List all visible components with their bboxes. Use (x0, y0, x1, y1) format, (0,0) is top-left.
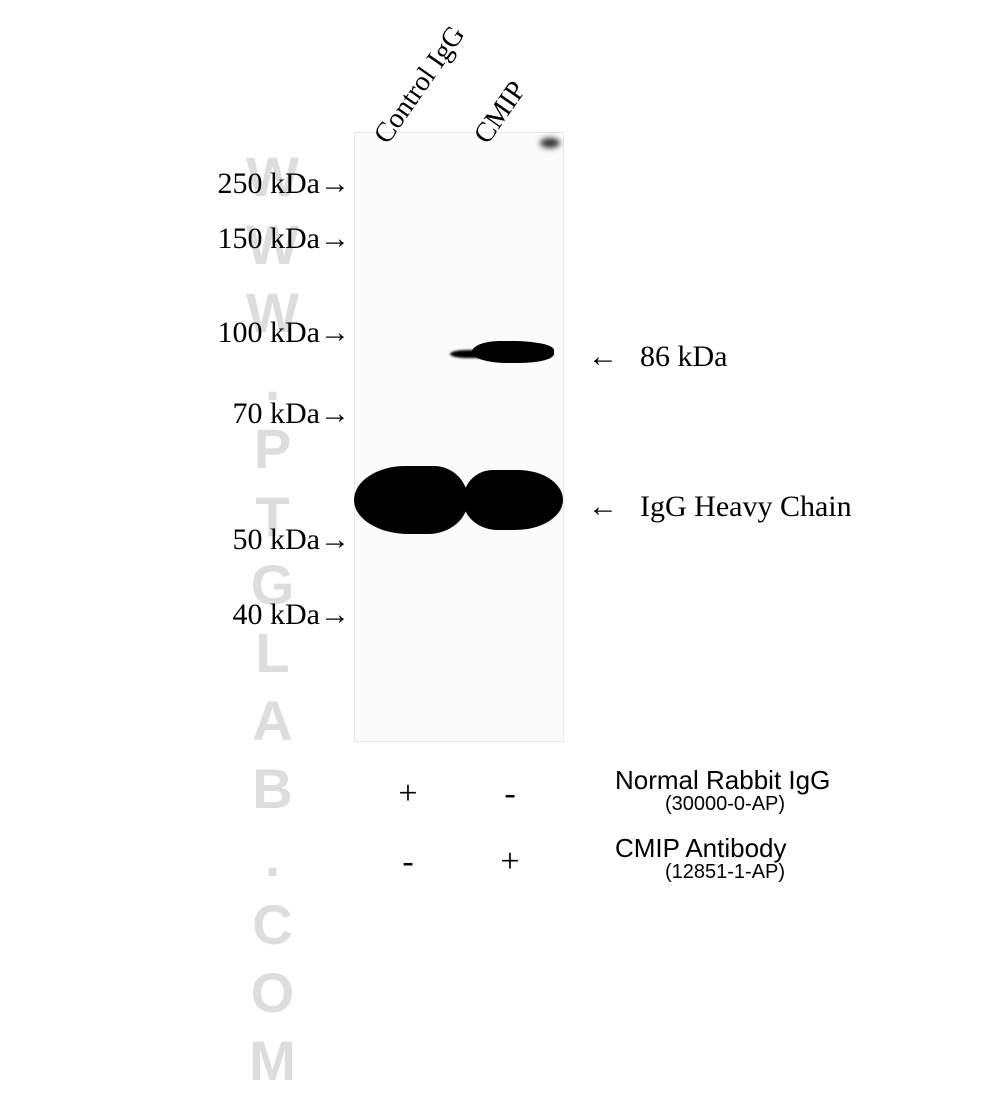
cond-r2c2: + (490, 843, 530, 881)
label-86kda: 86 kDa (640, 340, 727, 374)
marker-250: 250 kDa→ (190, 167, 350, 201)
cond-r1-sublabel: (30000-0-AP) (665, 793, 785, 816)
cond-r2-sublabel: (12851-1-AP) (665, 861, 785, 884)
band-86kda (472, 341, 554, 363)
cond-r1c2: - (490, 775, 530, 813)
band-top-smear (540, 138, 560, 148)
marker-150: 150 kDa→ (190, 222, 350, 256)
marker-40: 40 kDa→ (205, 598, 350, 632)
marker-50: 50 kDa→ (205, 523, 350, 557)
cond-r1c1: + (388, 775, 428, 813)
cond-r2-label: CMIP Antibody (615, 833, 787, 864)
marker-100: 100 kDa→ (190, 316, 350, 350)
cond-r1-label: Normal Rabbit IgG (615, 765, 830, 796)
figure-container: WWW.PTGLAB.COM Control IgG CMIP 250 kDa→… (0, 0, 1000, 903)
band-heavy-chain-lane2 (463, 470, 563, 530)
lane-label-control: Control IgG (368, 20, 472, 150)
cond-r2c1: - (388, 843, 428, 881)
band-heavy-chain-lane1 (354, 466, 468, 534)
arrow-86kda: ← (588, 340, 618, 374)
arrow-heavy-chain: ← (588, 490, 618, 524)
marker-70: 70 kDa→ (205, 397, 350, 431)
gel-membrane (354, 132, 564, 742)
label-heavy-chain: IgG Heavy Chain (640, 490, 852, 524)
